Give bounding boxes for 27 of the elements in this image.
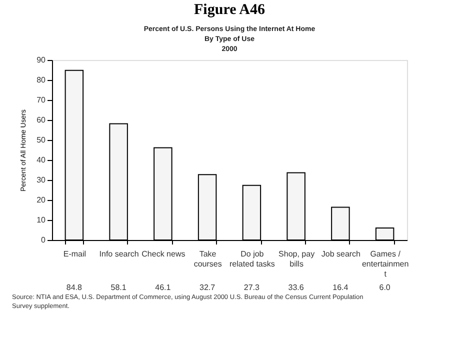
y-tick-label: 10 [36, 216, 46, 224]
y-tick-label: 0 [41, 236, 46, 244]
y-tick-label: 60 [36, 116, 46, 124]
data-label: 84.8 [66, 283, 83, 292]
data-label: 32.7 [200, 283, 216, 292]
y-tick-label: 70 [36, 96, 46, 104]
x-tick-label: Job search [321, 250, 361, 258]
data-label: 6.0 [379, 283, 391, 292]
y-tick-label: 30 [36, 176, 46, 184]
x-tick-label: E-mail [63, 250, 86, 258]
data-label: 16.4 [332, 283, 349, 292]
y-tick-label: 80 [36, 76, 46, 84]
data-label: 27.3 [244, 283, 260, 292]
data-label: 33.6 [288, 283, 304, 292]
data-label: 46.1 [155, 283, 172, 292]
x-tick-label: Take courses [194, 250, 222, 268]
x-tick-label: Info search [99, 250, 139, 258]
data-label: 58.1 [110, 283, 127, 292]
y-tick-label: 90 [36, 56, 46, 64]
chart-title: Figure A46 [194, 2, 266, 18]
y-tick-label: 20 [36, 196, 46, 204]
y-tick-label: 40 [36, 156, 46, 164]
x-tick-label: Do job related tasks [230, 250, 275, 268]
x-tick-label: Games / entertainmen t [362, 250, 409, 278]
x-tick-label: Check news [142, 250, 186, 258]
x-tick-label: Shop, pay bills [278, 250, 315, 268]
y-tick-label: 50 [36, 136, 46, 144]
